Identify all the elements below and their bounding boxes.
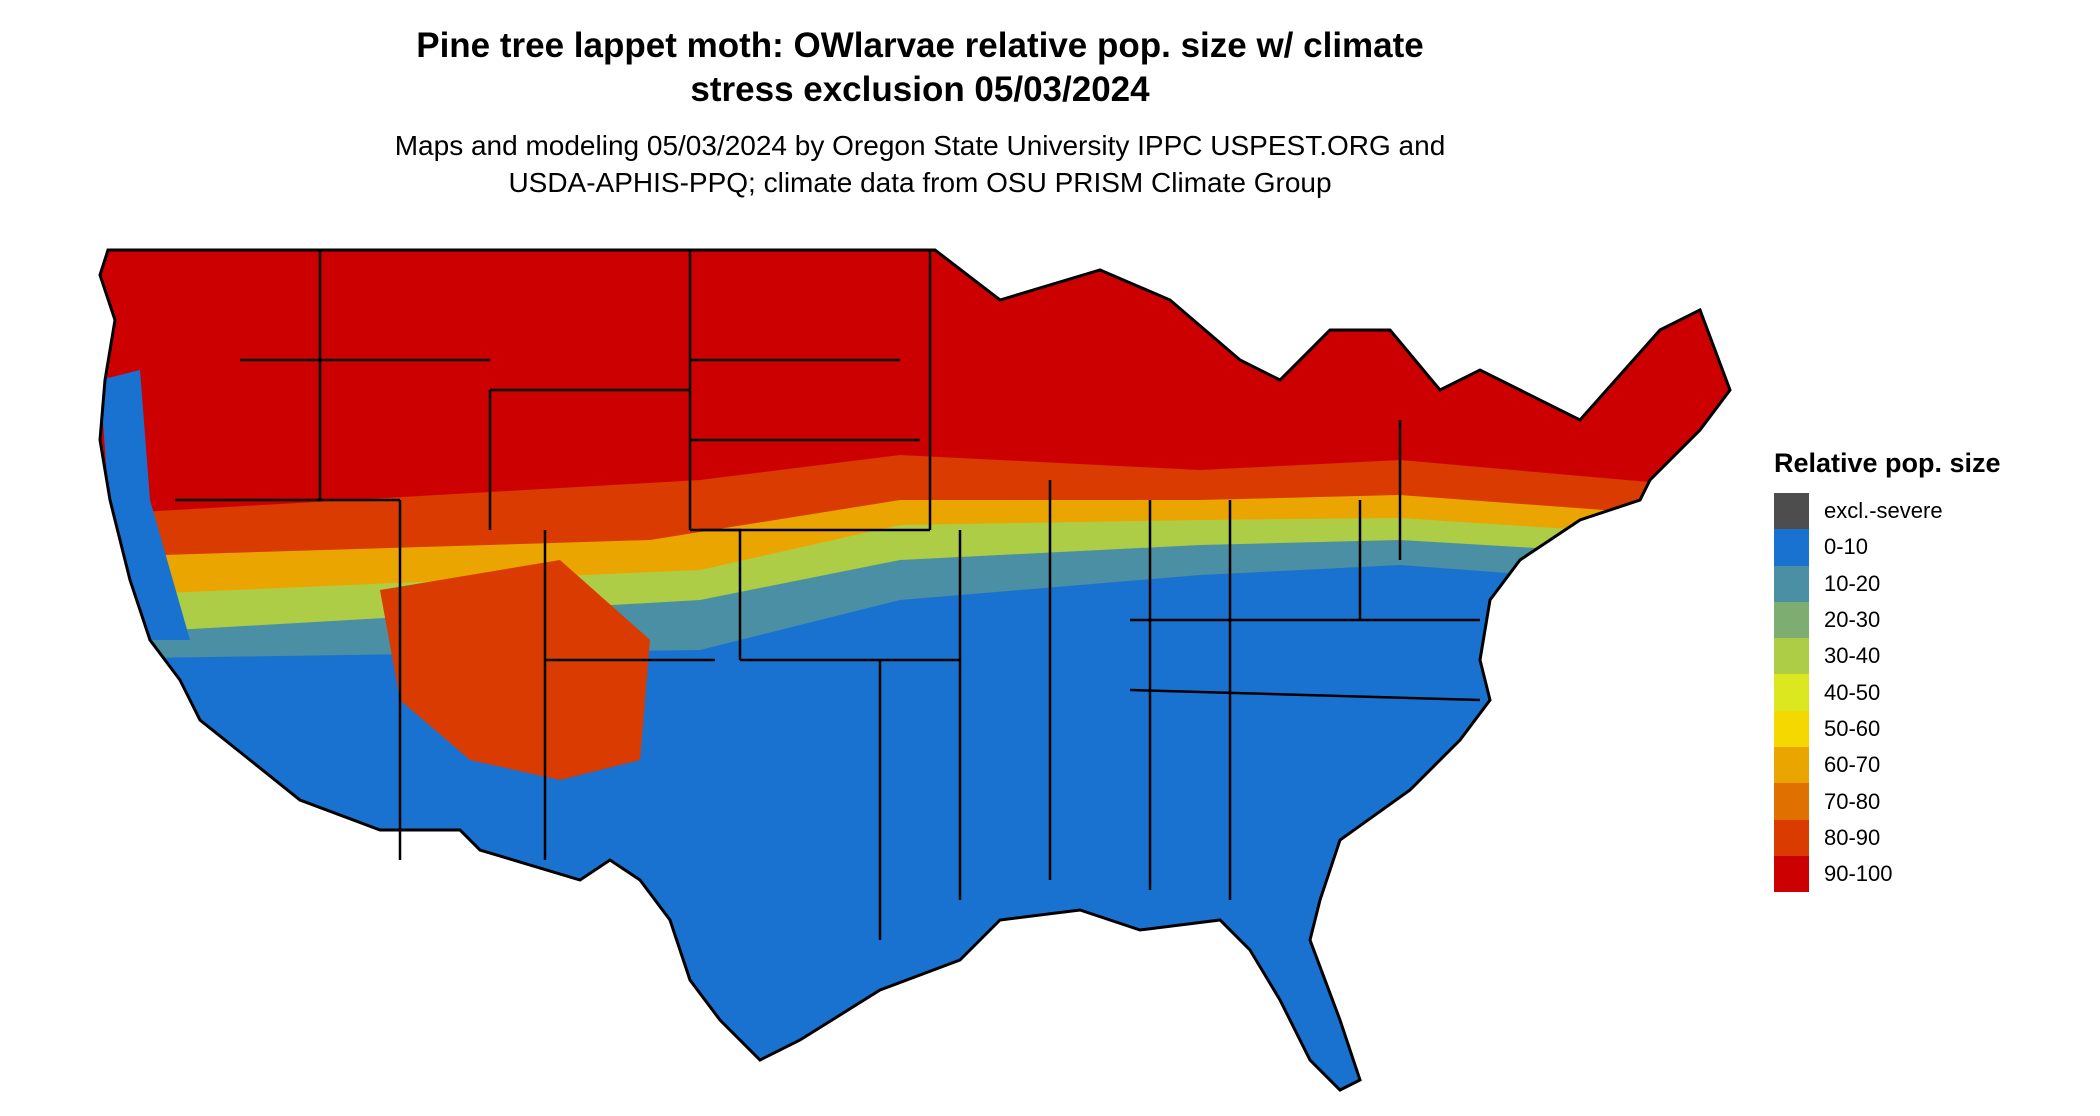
legend-swatch	[1774, 529, 1809, 566]
legend-label: 90-100	[1824, 861, 1893, 887]
legend-item: 40-50	[1774, 674, 2001, 711]
legend-swatch	[1774, 747, 1809, 784]
legend-label: 50-60	[1824, 715, 1881, 741]
legend-items: excl.-severe 0-10 10-20 20-30 30-40 40-5…	[1774, 493, 2001, 893]
subtitle-line-2: USDA-APHIS-PPQ; climate data from OSU PR…	[508, 167, 1332, 198]
legend-title: Relative pop. size	[1774, 448, 2001, 478]
legend-item: 30-40	[1774, 638, 2001, 675]
legend-swatch	[1774, 493, 1809, 530]
legend-label: 20-30	[1824, 607, 1881, 633]
subtitle-line-1: Maps and modeling 05/03/2024 by Oregon S…	[394, 130, 1446, 161]
legend: Relative pop. size excl.-severe 0-10 10-…	[1774, 448, 2001, 893]
legend-label: 10-20	[1824, 570, 1881, 596]
band-west-coast	[100, 370, 190, 640]
band-southwest-highlands	[380, 560, 650, 780]
legend-swatch	[1774, 783, 1809, 820]
legend-item: excl.-severe	[1774, 493, 2001, 530]
legend-swatch	[1774, 601, 1809, 639]
legend-label: 30-40	[1824, 643, 1881, 669]
legend-label: 0-10	[1824, 534, 1869, 560]
us-population-map	[98, 248, 1732, 1092]
legend-item: 60-70	[1774, 747, 2001, 784]
state-border-central	[690, 250, 962, 940]
legend-label: 40-50	[1824, 679, 1881, 705]
legend-swatch	[1774, 819, 1809, 856]
legend-label: excl.-severe	[1824, 498, 1943, 524]
legend-label: 80-90	[1824, 824, 1881, 850]
legend-swatch	[1774, 710, 1809, 748]
legend-item: 80-90	[1774, 819, 2001, 856]
legend-item: 20-30	[1774, 601, 2001, 639]
state-borders	[175, 250, 1481, 940]
legend-item: 90-100	[1774, 855, 2001, 893]
legend-item: 50-60	[1774, 710, 2001, 748]
legend-label: 70-80	[1824, 788, 1881, 814]
state-border-west-1	[175, 250, 742, 860]
title-line-1: Pine tree lappet moth: OWlarvae relative…	[416, 26, 1424, 65]
legend-label: 60-70	[1824, 752, 1881, 778]
legend-item: 10-20	[1774, 565, 2001, 602]
state-border-east	[1048, 420, 1481, 900]
legend-swatch	[1774, 565, 1809, 602]
title-line-2: stress exclusion 05/03/2024	[690, 70, 1150, 109]
legend-swatch	[1774, 638, 1809, 675]
map-subtitle: Maps and modeling 05/03/2024 by Oregon S…	[0, 127, 1840, 201]
legend-item: 70-80	[1774, 783, 2001, 820]
map-title: Pine tree lappet moth: OWlarvae relative…	[0, 24, 1840, 112]
legend-item: 0-10	[1774, 529, 2001, 566]
legend-swatch	[1774, 855, 1809, 893]
legend-swatch	[1774, 674, 1809, 711]
